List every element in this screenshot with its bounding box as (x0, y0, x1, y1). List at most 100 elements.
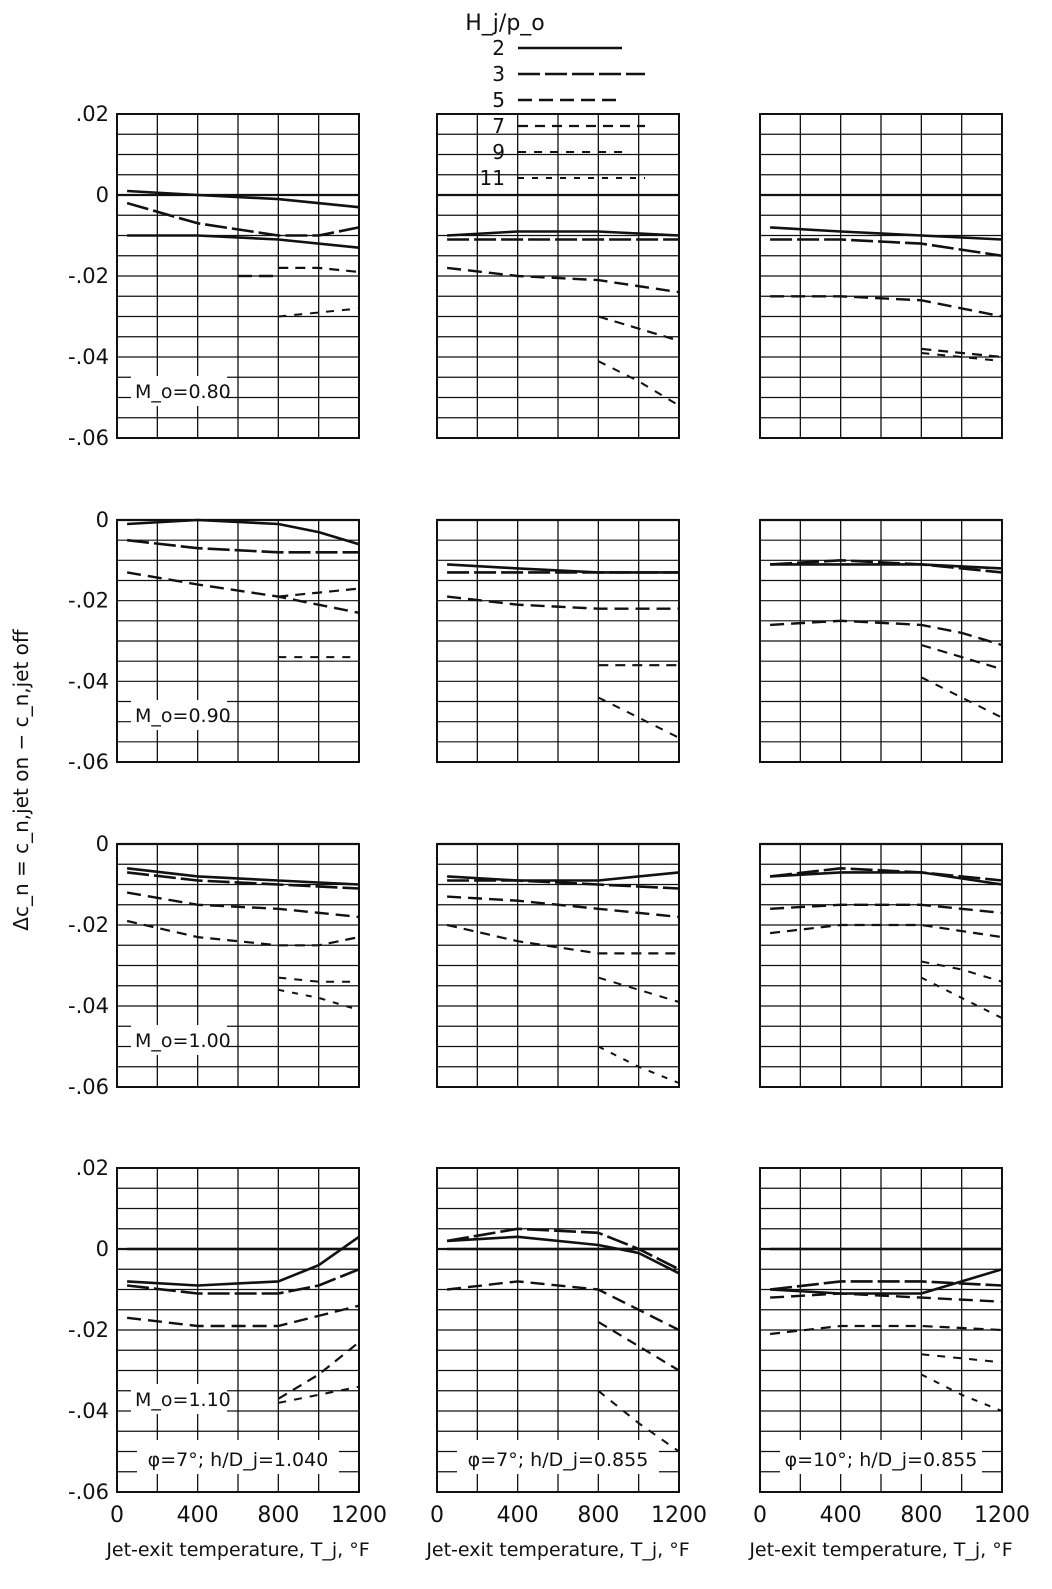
y-tick-label: -.04 (68, 994, 109, 1018)
panel-frame (759, 113, 1003, 439)
legend-title: H_j/p_o (465, 11, 545, 36)
mach-label: M_o=0.80 (131, 376, 231, 406)
series-line (126, 919, 360, 947)
series-line (126, 571, 360, 614)
panel-frame (436, 843, 680, 1088)
y-tick-label: -.06 (68, 750, 109, 774)
series-line (447, 1235, 680, 1275)
series-line (920, 643, 1003, 671)
series-line (127, 1235, 360, 1287)
series-line (126, 538, 359, 554)
x-tick-label: 400 (820, 1503, 862, 1528)
panel-frame (759, 843, 1003, 1088)
x-axis-label: Jet-exit temperature, T_j, °F (748, 1539, 1012, 1561)
y-tick-label: -.06 (68, 1075, 109, 1099)
config-label-text: φ=10°; h/D_j=0.855 (785, 1449, 978, 1471)
series-line (770, 238, 1003, 258)
panel-frame (759, 519, 1003, 763)
x-tick-labels: 0 400 800 1200 Jet-exit temperature, T_j, °F… (105, 1503, 1030, 1561)
y-tick-label: 0 (96, 508, 109, 532)
y-tick-label: -.02 (68, 1318, 109, 1342)
panel-frame (116, 519, 360, 763)
mach-label-text: M_o=1.00 (135, 1030, 231, 1052)
series-line (597, 1390, 680, 1453)
series-line (127, 189, 360, 209)
series-line (446, 1227, 680, 1271)
x-tick-label: 0 (430, 1503, 444, 1528)
mach-label: M_o=1.10 (131, 1384, 231, 1414)
y-tick-label: -.04 (68, 345, 109, 369)
series-line (278, 976, 359, 983)
series-line (770, 563, 1003, 570)
series-line (126, 201, 360, 237)
series-line (126, 867, 360, 886)
y-tick-label: .02 (76, 1156, 109, 1180)
series-line (921, 347, 1003, 359)
series-line (598, 976, 680, 1003)
x-tick-label: 0 (110, 1503, 124, 1528)
panel: M_o=1.10 φ=7°; h/D_j=1.040 (116, 1167, 360, 1493)
series-line (126, 871, 360, 890)
panel-frame (759, 1167, 1003, 1493)
panel: M_o=0.90 (116, 518, 360, 763)
series-line (126, 891, 360, 919)
series-line (127, 518, 360, 546)
config-label-bg (780, 1440, 982, 1474)
x-tick-label: 1200 (651, 1503, 707, 1528)
mach-label-text: M_o=0.80 (135, 381, 231, 403)
x-tick-label: 400 (177, 1503, 219, 1528)
series-line (278, 587, 360, 598)
series-line (447, 879, 680, 890)
mach-label: M_o=0.90 (131, 700, 231, 730)
series-line (126, 1268, 360, 1295)
series-line (278, 1385, 360, 1404)
series-line (447, 871, 680, 882)
series-line (447, 230, 680, 237)
panel: M_o=1.00 (116, 842, 360, 1088)
config-label-bg (137, 1440, 339, 1474)
panel: M_o=0.80 (116, 113, 360, 439)
legend-entry-label: 11 (480, 166, 505, 190)
x-tick-label: 1200 (331, 1503, 387, 1528)
config-label: φ=7°; h/D_j=1.040 (137, 1440, 339, 1474)
config-label: φ=10°; h/D_j=0.855 (780, 1440, 982, 1474)
y-tick-label: -.06 (68, 426, 109, 450)
x-tick-label: 1200 (974, 1503, 1030, 1528)
panel (759, 842, 1003, 1088)
mach-label-bg (131, 1384, 227, 1414)
mach-label-text: M_o=0.90 (135, 705, 231, 727)
config-label-text: φ=7°; h/D_j=1.040 (148, 1449, 329, 1471)
panel: φ=7°; h/D_j=0.855 (436, 1167, 680, 1493)
mach-label: M_o=1.00 (131, 1025, 231, 1055)
x-axis-label: Jet-exit temperature, T_j, °F (105, 1539, 369, 1561)
series-line (770, 295, 1003, 318)
config-label: φ=7°; h/D_j=0.855 (457, 1440, 659, 1474)
series-line (921, 1353, 1003, 1364)
panel: φ=10°; h/D_j=0.855 (759, 1167, 1003, 1493)
panel-frame (116, 113, 360, 439)
legend-entry-label: 3 (492, 62, 505, 86)
legend-entry-label: 5 (492, 88, 505, 112)
y-tick-label: -.02 (68, 264, 109, 288)
mach-label-text: M_o=1.10 (135, 1389, 231, 1411)
series-line (770, 619, 1003, 647)
series-line (278, 266, 360, 274)
y-tick-label: -.06 (68, 1480, 109, 1504)
y-tick-label: 0 (96, 1237, 109, 1261)
legend-entry-label: 9 (492, 140, 505, 164)
y-tick-labels: .02 0 -.02 -.04 -.06 0 -.02 -.04 -.06 0 -.02 -.04 -.… (68, 102, 109, 1504)
mach-label-bg (131, 700, 227, 730)
series-line (770, 1268, 1003, 1295)
y-tick-label: -.02 (68, 589, 109, 613)
series-line (446, 595, 679, 610)
series-line (446, 266, 680, 294)
series-line (769, 1324, 1003, 1336)
y-tick-label: -.04 (68, 669, 109, 693)
series-line (446, 1280, 680, 1332)
series-line (921, 960, 1003, 983)
series-line (278, 307, 360, 318)
series-line (770, 1292, 1003, 1303)
